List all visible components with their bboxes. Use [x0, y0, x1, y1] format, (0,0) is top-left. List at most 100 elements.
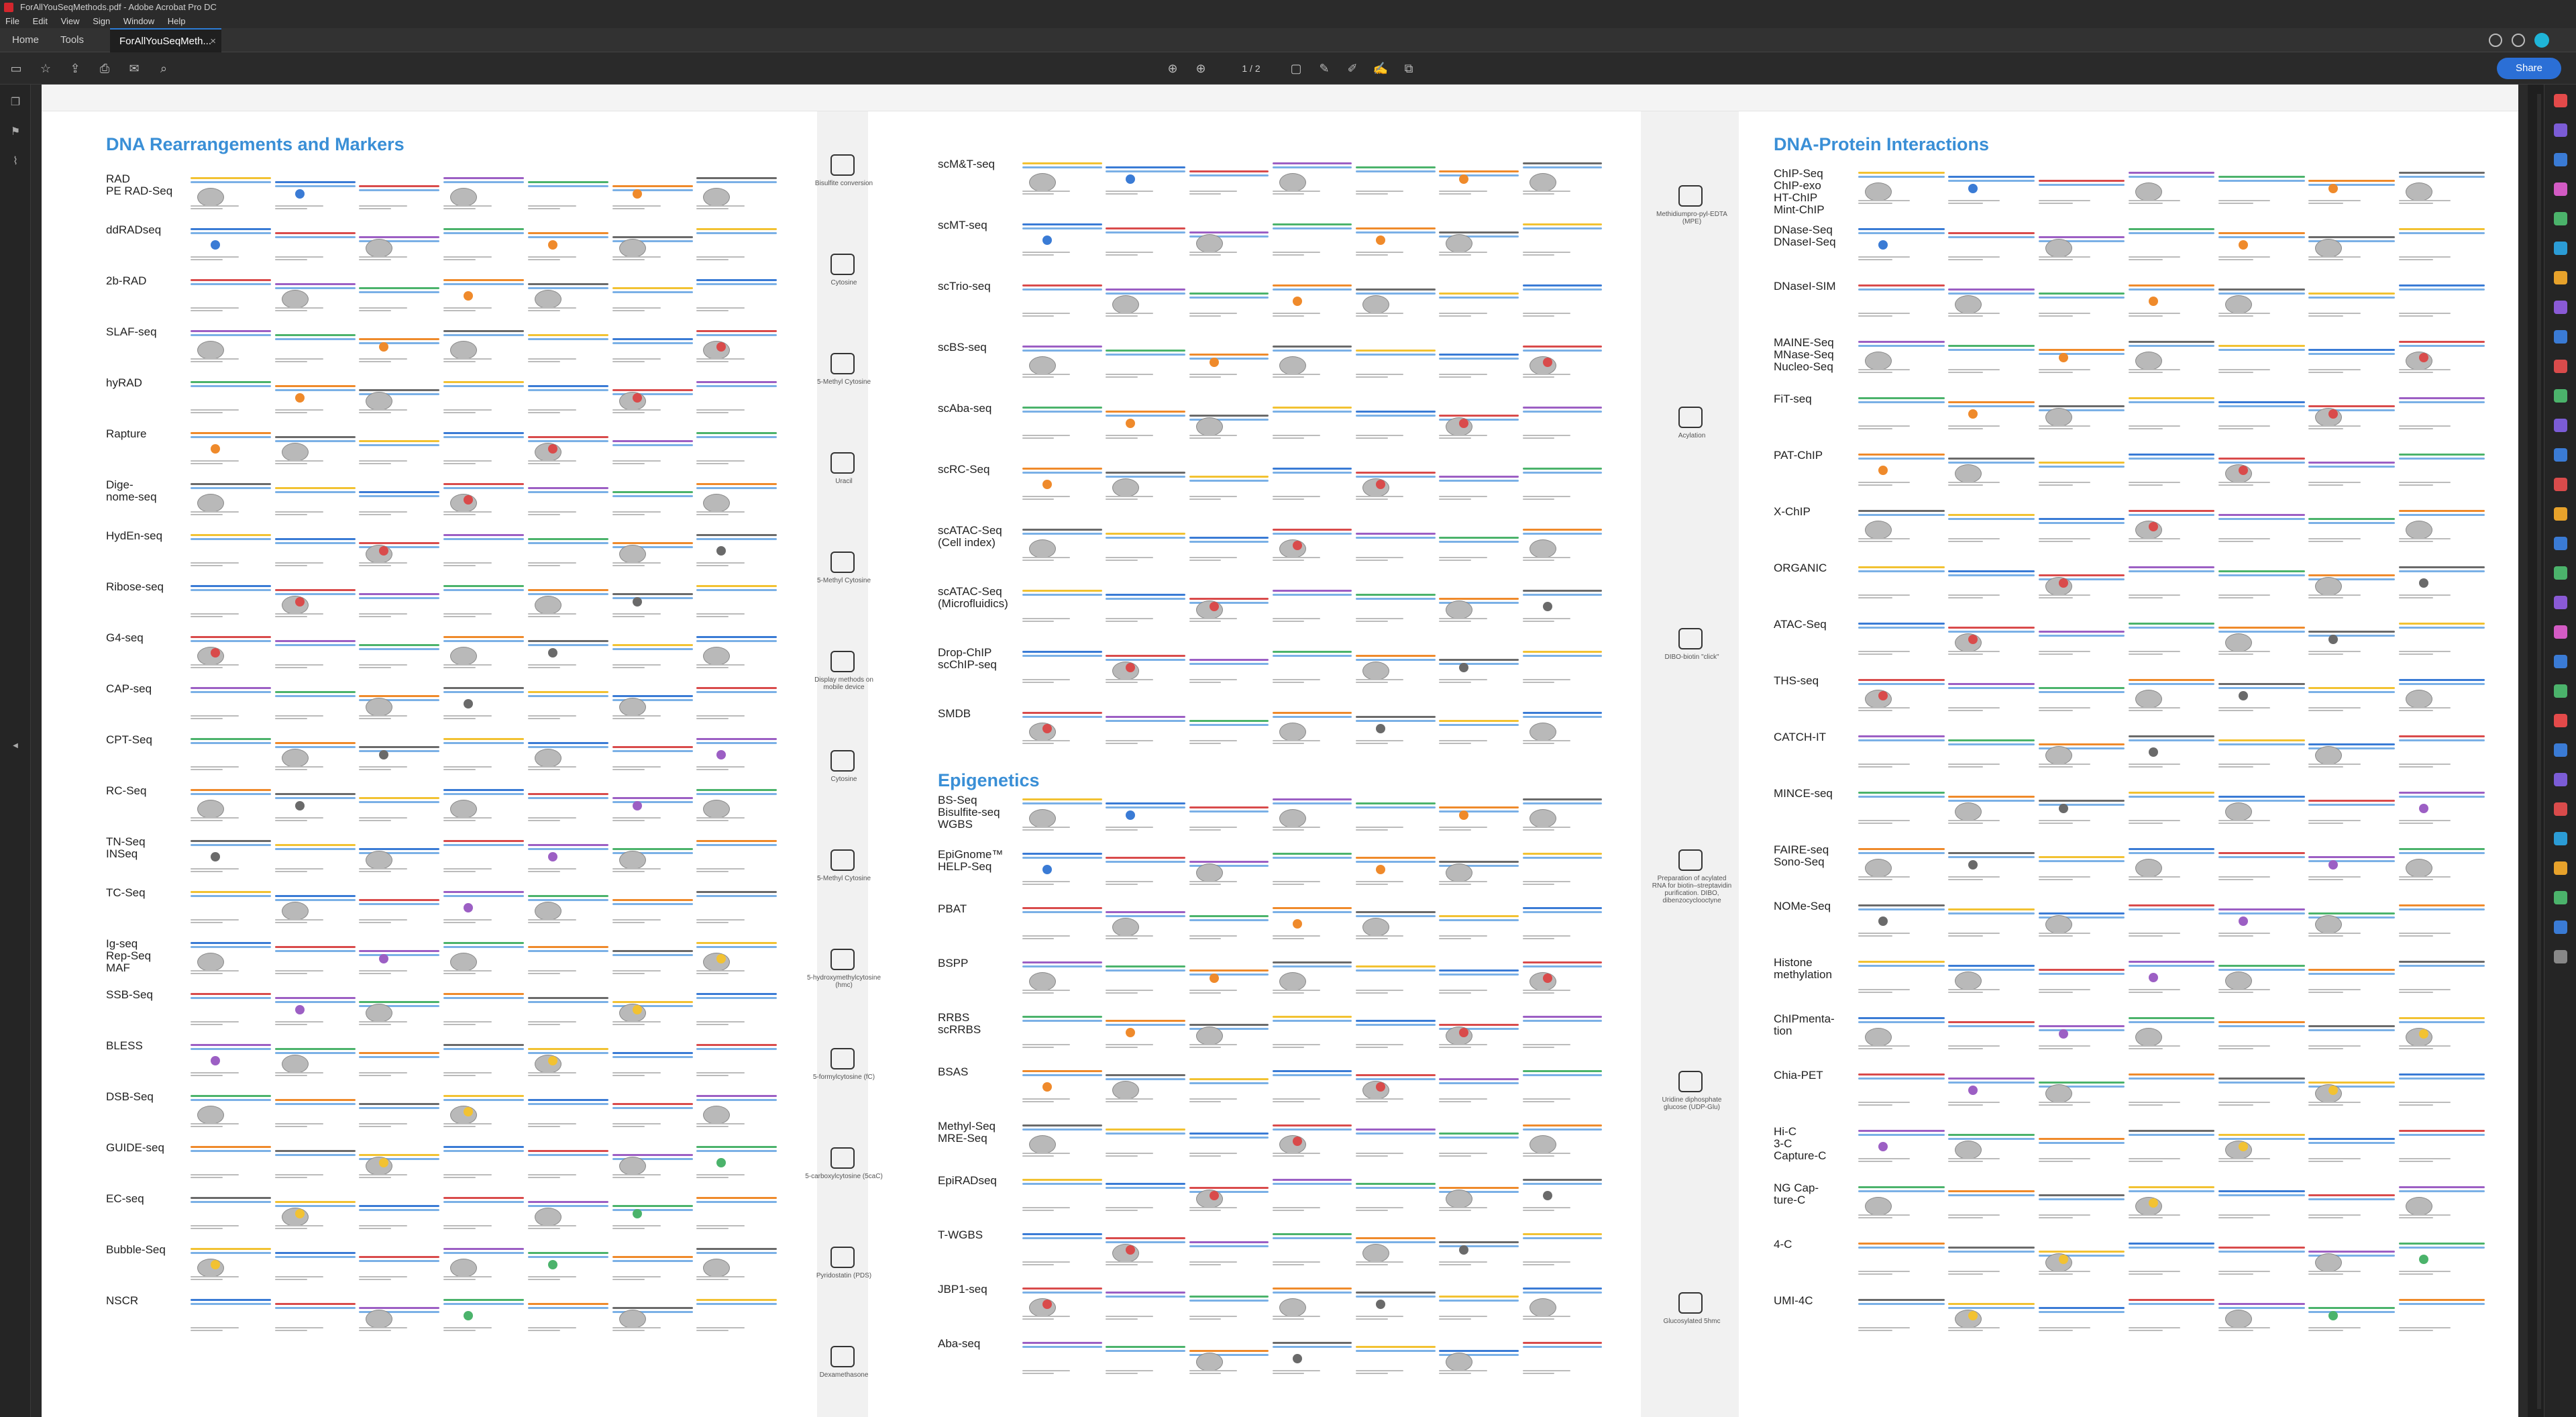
- tool-shortcut-icon[interactable]: [2554, 684, 2567, 698]
- caption-line: [2038, 482, 2090, 483]
- page-indicator[interactable]: 1 / 2: [1221, 59, 1281, 78]
- fill-sign-icon[interactable]: ✍: [1373, 62, 1389, 75]
- tool-shortcut-icon[interactable]: [2554, 212, 2567, 225]
- tool-shortcut-icon[interactable]: [2554, 950, 2567, 963]
- close-tab-icon[interactable]: ×: [210, 36, 216, 47]
- tool-shortcut-icon[interactable]: [2554, 507, 2567, 521]
- dna-strand: [2398, 284, 2485, 286]
- share-button[interactable]: Share: [2497, 58, 2561, 79]
- document-canvas[interactable]: DNA Rearrangements and Markers DNA-Prote…: [31, 85, 2528, 1417]
- page-thumbnails-icon[interactable]: ❐: [10, 97, 21, 108]
- tool-shortcut-icon[interactable]: [2554, 566, 2567, 580]
- tool-shortcut-icon[interactable]: [2554, 743, 2567, 757]
- tab-document[interactable]: ForAllYouSeqMeth... ×: [110, 28, 221, 52]
- tool-shortcut-icon[interactable]: [2554, 448, 2567, 462]
- tool-shortcut-icon[interactable]: [2554, 478, 2567, 491]
- tool-shortcut-icon[interactable]: [2554, 802, 2567, 816]
- menu-view[interactable]: View: [60, 16, 80, 26]
- tool-shortcut-icon[interactable]: [2554, 153, 2567, 166]
- dna-strand: [359, 287, 440, 289]
- save-icon[interactable]: ▭: [10, 62, 22, 75]
- tool-shortcut-icon[interactable]: [2554, 714, 2567, 727]
- highlight-icon[interactable]: ✎: [1319, 62, 1330, 75]
- dna-strand: [191, 895, 271, 897]
- caption-line: [1439, 1047, 1471, 1048]
- tool-shortcut-icon[interactable]: [2554, 625, 2567, 639]
- tool-shortcut-icon[interactable]: [2554, 182, 2567, 196]
- tool-shortcut-icon[interactable]: [2554, 891, 2567, 904]
- tool-shortcut-icon[interactable]: [2554, 360, 2567, 373]
- step-caption: [443, 510, 524, 515]
- caption-line: [1106, 1098, 1154, 1100]
- tool-shortcut-icon[interactable]: [2554, 537, 2567, 550]
- tool-shortcut-icon[interactable]: [2554, 330, 2567, 344]
- collapse-left-icon[interactable]: ◀: [13, 742, 18, 749]
- page-up-icon[interactable]: ⊕: [1167, 62, 1178, 75]
- page-down-icon[interactable]: ⊕: [1195, 62, 1206, 75]
- tool-shortcut-icon[interactable]: [2554, 596, 2567, 609]
- draw-icon[interactable]: ✐: [1347, 62, 1358, 75]
- tool-shortcut-icon[interactable]: [2554, 301, 2567, 314]
- caption-line: [274, 1228, 307, 1229]
- tab-home[interactable]: Home: [12, 34, 40, 46]
- caption-line: [1948, 653, 1983, 655]
- tool-shortcut-icon[interactable]: [2554, 271, 2567, 284]
- menu-file[interactable]: File: [5, 16, 19, 26]
- step-caption: [2128, 1044, 2215, 1049]
- bookmark-star-icon[interactable]: ☆: [40, 62, 52, 75]
- step-caption: [1106, 1369, 1185, 1374]
- method-row: scATAC-Seq (Cell index): [938, 521, 1629, 570]
- menu-edit[interactable]: Edit: [32, 16, 48, 26]
- caption-line: [359, 1123, 408, 1124]
- step-caption: [1022, 1151, 1102, 1157]
- dna-strand: [1522, 1129, 1603, 1131]
- tool-shortcut-icon[interactable]: [2554, 655, 2567, 668]
- tool-shortcut-icon[interactable]: [2554, 123, 2567, 137]
- menu-sign[interactable]: Sign: [93, 16, 111, 26]
- tool-shortcut-icon[interactable]: [2554, 242, 2567, 255]
- menu-window[interactable]: Window: [123, 16, 155, 26]
- notifications-icon[interactable]: [2512, 34, 2525, 47]
- step-caption: [2308, 875, 2395, 880]
- method-diagram: [191, 784, 794, 825]
- dna-strand: [2398, 288, 2485, 291]
- avatar[interactable]: [2534, 33, 2549, 48]
- attachments-icon[interactable]: ⌇: [13, 156, 18, 167]
- dna-strand: [1189, 354, 1269, 356]
- menu-help[interactable]: Help: [167, 16, 186, 26]
- upload-icon[interactable]: ⇪: [70, 62, 80, 75]
- vertical-scrollbar[interactable]: [2537, 94, 2541, 1409]
- bookmarks-icon[interactable]: ⚑: [10, 126, 21, 138]
- email-icon[interactable]: ✉: [129, 62, 140, 75]
- caption-line: [1356, 621, 1388, 622]
- caption-line: [1356, 498, 1388, 500]
- caption-line: [1439, 938, 1471, 939]
- tool-shortcut-icon[interactable]: [2554, 389, 2567, 403]
- page-current[interactable]: 1: [1242, 63, 1248, 74]
- print-icon[interactable]: ⎙: [99, 62, 110, 75]
- caption-line: [1522, 1153, 1570, 1154]
- step-caption: [191, 1224, 271, 1229]
- comment-icon[interactable]: ▢: [1290, 62, 1302, 75]
- help-icon[interactable]: [2489, 34, 2502, 47]
- more-tools-icon[interactable]: ⧉: [1404, 62, 1413, 75]
- tab-tools[interactable]: Tools: [60, 34, 85, 46]
- step-caption: [2038, 593, 2125, 598]
- step-caption: [1022, 433, 1102, 439]
- dna-strand: [359, 695, 440, 697]
- caption-line: [2398, 989, 2451, 990]
- caption-line: [191, 1225, 239, 1226]
- step-caption: [2398, 1100, 2485, 1106]
- dna-strand: [1189, 174, 1269, 176]
- search-icon[interactable]: ⌕: [160, 62, 168, 75]
- tool-shortcut-icon[interactable]: [2554, 419, 2567, 432]
- tool-shortcut-icon[interactable]: [2554, 832, 2567, 845]
- tool-shortcut-icon[interactable]: [2554, 94, 2567, 107]
- tool-shortcut-icon[interactable]: [2554, 861, 2567, 875]
- caption-line: [1522, 1261, 1570, 1263]
- tool-shortcut-icon[interactable]: [2554, 921, 2567, 934]
- step-caption: [274, 867, 356, 872]
- tool-shortcut-icon[interactable]: [2554, 773, 2567, 786]
- method-diagram: [191, 274, 794, 315]
- dna-strand: [1189, 1028, 1269, 1030]
